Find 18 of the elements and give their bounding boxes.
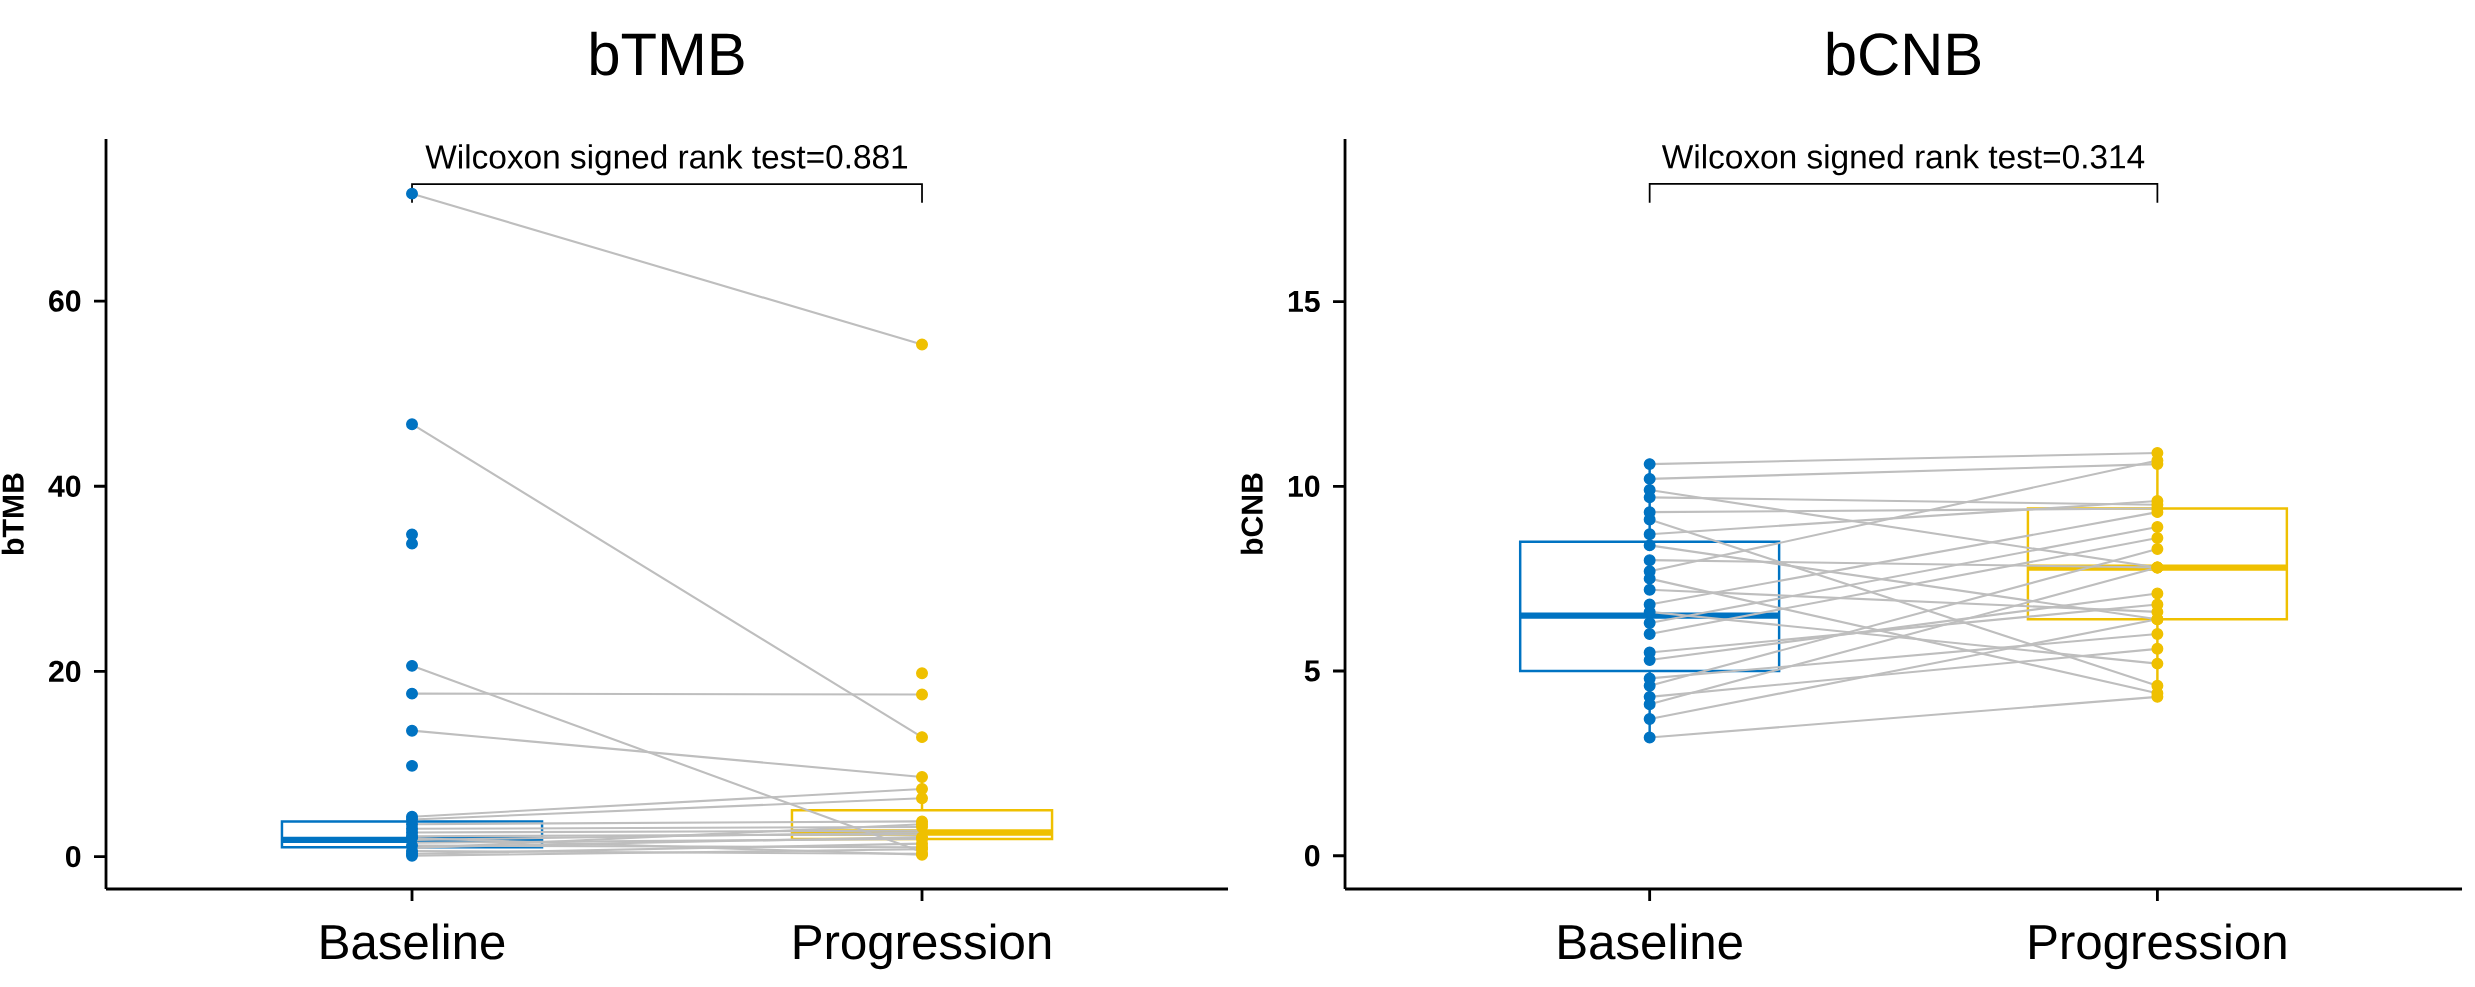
chart-title: bTMB	[591, 31, 744, 76]
y-axis-title: bTMB	[1, 473, 24, 554]
x-tick-label: Progression	[794, 923, 1051, 970]
y-tick-label: 60	[49, 290, 81, 312]
annotation: Wilcoxon signed rank test=0.314	[1661, 144, 2145, 176]
y-tick-label: 0	[65, 845, 81, 868]
x-tick-label: Progression	[2030, 923, 2286, 970]
y-tick-label: 10	[1288, 475, 1320, 497]
annotation: Wilcoxon signed rank test=0.881	[425, 144, 908, 176]
y-tick-label: 40	[48, 475, 81, 497]
y-tick-label: 15	[1288, 291, 1320, 313]
x-tick-label: Baseline	[1559, 923, 1742, 960]
y-tick-label: 0	[1305, 845, 1320, 867]
y-axis-title: bCNB	[1240, 473, 1263, 554]
x-tick-label: Baseline	[321, 923, 505, 960]
y-tick-label: 5	[1304, 660, 1320, 682]
chart-title: bCNB	[1827, 31, 1981, 76]
y-tick-label: 20	[49, 660, 81, 683]
